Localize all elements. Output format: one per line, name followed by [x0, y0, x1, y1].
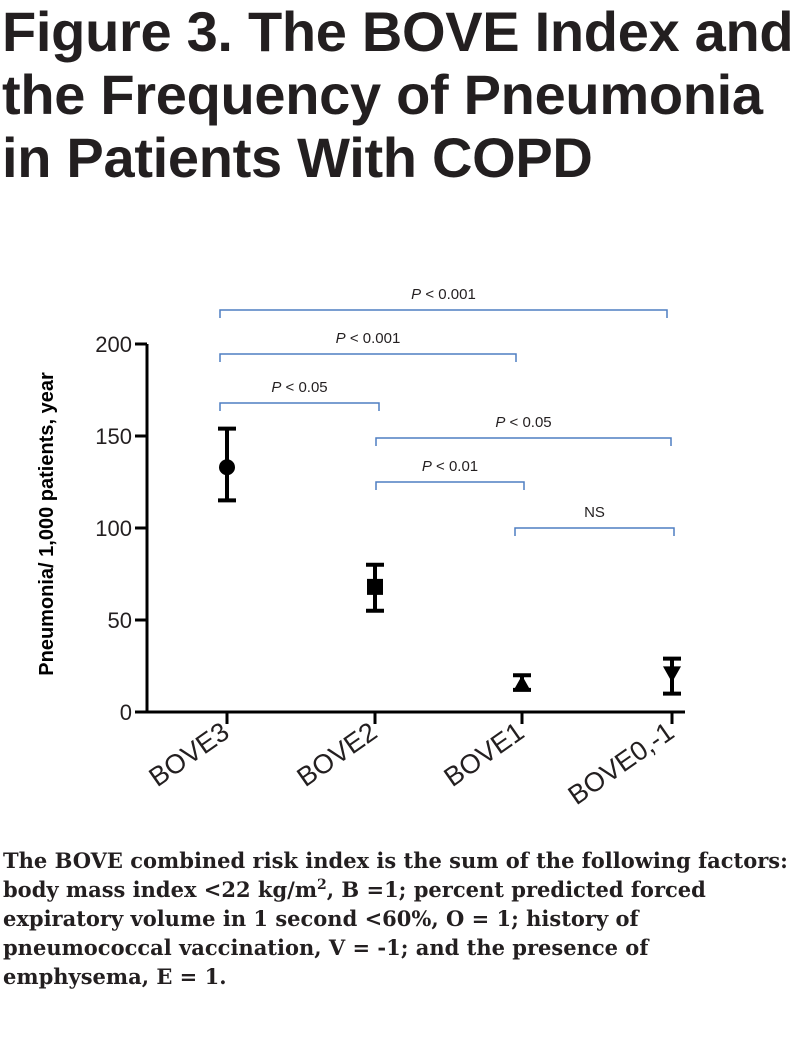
p-value: < 0.001 — [346, 330, 401, 347]
triangle-up-marker — [513, 675, 531, 692]
circle-marker — [219, 459, 235, 476]
p-symbol: P — [495, 414, 505, 431]
axes: 0 50 100 150 200 BOVE3 BOVE2 BOVE1 BOVE0,-1 — [95, 332, 685, 811]
comparison-bracket — [375, 481, 525, 490]
figure-title: Figure 3. The BOVE Index and the Frequen… — [2, 0, 794, 189]
x-tick-label: BOVE0,-1 — [563, 716, 680, 810]
figure-caption: The BOVE combined risk index is the sum … — [3, 846, 793, 991]
scatter-chart: Pneumonia/ 1,000 patients, year 0 50 100 15… — [36, 286, 685, 811]
triangle-down-marker — [663, 666, 681, 683]
p-symbol: P — [422, 458, 432, 475]
caption-text: The BOVE combined risk index is the sum … — [3, 848, 788, 902]
comparison-bracket — [375, 437, 672, 446]
y-tick-label: 150 — [95, 424, 132, 449]
p-symbol: P — [336, 330, 346, 347]
comparison-bracket — [219, 402, 380, 411]
comparison-label: NS — [584, 504, 605, 521]
data-points — [218, 426, 681, 696]
x-tick-label: BOVE3 — [143, 716, 234, 792]
comparison-bracket — [219, 309, 668, 318]
x-tick-label: BOVE1 — [438, 716, 529, 792]
data-point — [366, 562, 384, 613]
p-symbol: P — [411, 286, 421, 303]
comparison-label: P < 0.01 — [422, 458, 478, 475]
y-tick-label: 50 — [108, 608, 132, 633]
comparison-label: P < 0.05 — [495, 414, 551, 431]
p-value: < 0.05 — [281, 379, 327, 396]
caption-text-continued: , B =1; percent predicted forced expirat… — [3, 877, 706, 989]
data-point — [218, 426, 236, 503]
p-value: < 0.001 — [421, 286, 476, 303]
comparison-bracket — [219, 353, 517, 362]
comparison-label: P < 0.001 — [336, 330, 401, 347]
y-axis-label: Pneumonia/ 1,000 patients, year — [36, 372, 58, 676]
y-tick-label: 0 — [120, 700, 132, 725]
y-tick-label: 100 — [95, 516, 132, 541]
square-marker — [367, 578, 383, 595]
p-value: NS — [584, 504, 605, 521]
data-point — [513, 673, 531, 692]
comparison-label: P < 0.05 — [271, 379, 327, 396]
p-symbol: P — [271, 379, 281, 396]
caption-superscript: 2 — [317, 877, 327, 893]
p-value: < 0.05 — [505, 414, 551, 431]
comparison-bracket — [514, 527, 675, 536]
data-point — [663, 656, 681, 696]
y-tick-label: 200 — [95, 332, 132, 357]
p-value: < 0.01 — [432, 458, 478, 475]
comparison-label: P < 0.001 — [411, 286, 476, 303]
x-tick-label: BOVE2 — [291, 716, 382, 792]
